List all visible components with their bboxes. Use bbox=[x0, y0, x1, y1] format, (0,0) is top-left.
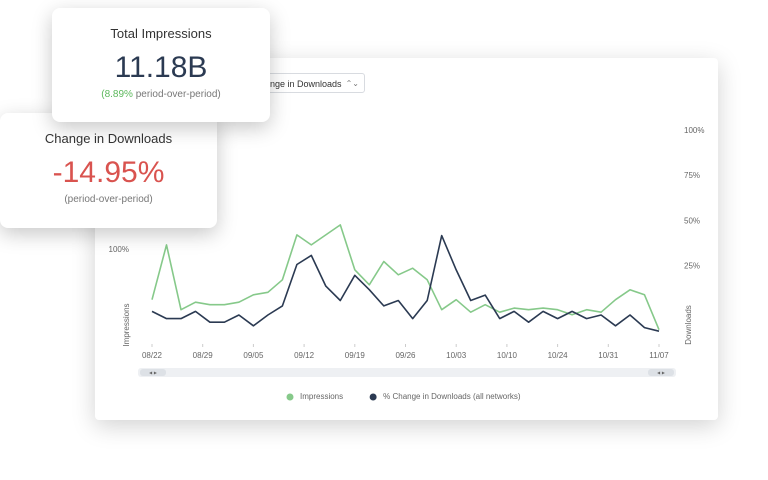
legend-marker bbox=[286, 393, 294, 401]
card-value: -14.95% bbox=[52, 156, 165, 189]
x-tick-label: 10/31 bbox=[598, 351, 619, 360]
series-line bbox=[151, 224, 660, 331]
x-tick-label: 10/10 bbox=[497, 351, 518, 360]
dropdown-label: ange in Downloads bbox=[265, 79, 342, 89]
range-slider[interactable] bbox=[138, 368, 676, 377]
y2-tick-label: 25% bbox=[684, 261, 700, 270]
x-tick-label: 08/22 bbox=[142, 351, 163, 360]
legend-label: Impressions bbox=[300, 392, 343, 401]
dropdown-caret: ⌃⌄ bbox=[345, 79, 359, 88]
card-change-label: (period-over-period) bbox=[64, 194, 153, 205]
y2-axis-title: Downloads bbox=[684, 305, 693, 345]
y-axis-title: Impressions bbox=[122, 303, 131, 346]
y2-tick-label: 50% bbox=[684, 216, 700, 225]
card-title: Total Impressions bbox=[110, 26, 212, 41]
handle-icon: ◂ ▸ bbox=[657, 371, 665, 377]
series-line bbox=[151, 234, 660, 332]
card-change: (8.89% bbox=[101, 89, 133, 100]
y2-tick-label: 75% bbox=[684, 171, 700, 180]
handle-icon: ◂ ▸ bbox=[149, 371, 157, 377]
x-tick-label: 08/29 bbox=[193, 351, 214, 360]
impressions-card: Total Impressions 11.18B (8.89% period-o… bbox=[52, 8, 270, 122]
range-handle-left[interactable] bbox=[140, 369, 166, 376]
x-tick-label: 10/24 bbox=[548, 351, 569, 360]
card-change-label: period-over-period) bbox=[135, 89, 221, 100]
x-tick-label: 09/19 bbox=[345, 351, 366, 360]
card-title: Change in Downloads bbox=[44, 131, 173, 146]
x-tick-label: 10/03 bbox=[446, 351, 467, 360]
x-tick-label: 09/05 bbox=[243, 351, 264, 360]
range-handle-right[interactable] bbox=[648, 369, 674, 376]
metric-dropdown[interactable]: ange in Downloads ⌃⌄ bbox=[258, 73, 365, 93]
y-tick-label: 100% bbox=[109, 245, 129, 254]
y2-tick-label: 100% bbox=[684, 126, 704, 135]
downloads-card: Change in Downloads -14.95% (period-over… bbox=[0, 113, 217, 228]
x-tick-label: 09/12 bbox=[294, 351, 315, 360]
legend-label: % Change in Downloads (all networks) bbox=[383, 392, 521, 401]
legend-marker bbox=[369, 393, 377, 401]
x-tick-label: 09/26 bbox=[395, 351, 416, 360]
card-value: 11.18B bbox=[114, 51, 208, 84]
x-tick-label: 11/07 bbox=[649, 351, 669, 360]
